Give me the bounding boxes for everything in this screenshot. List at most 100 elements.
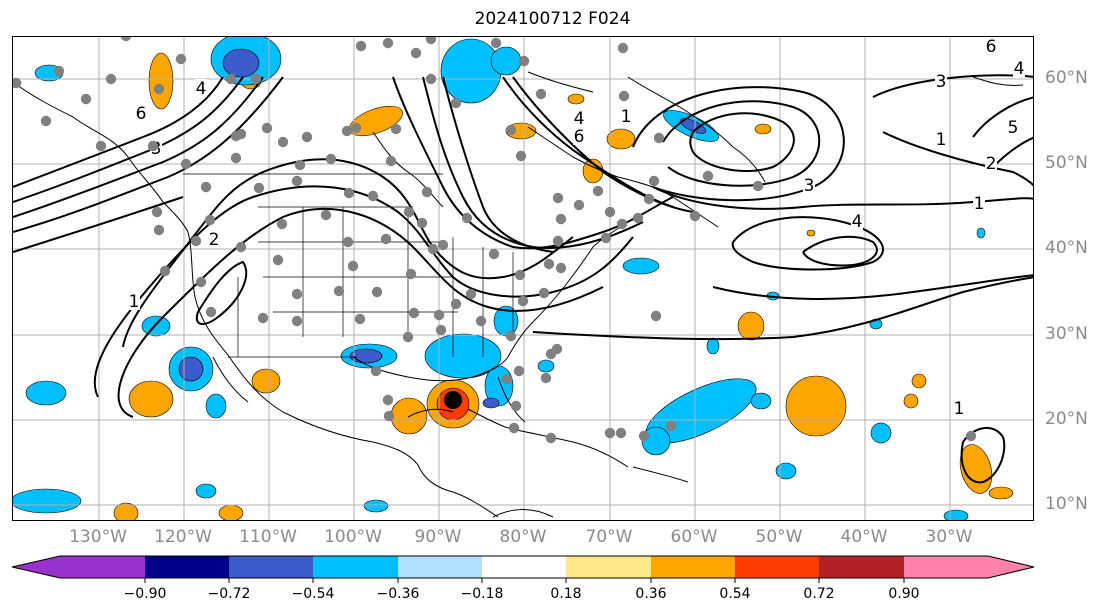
map-canvas: 4631234112543143166 xyxy=(13,37,1033,520)
colorbar-swatch xyxy=(904,556,988,578)
significance-dot xyxy=(465,288,477,300)
significance-dot xyxy=(752,180,764,192)
coastline xyxy=(212,356,249,403)
significance-dot xyxy=(40,115,52,127)
colorbar-tick-label: −0.54 xyxy=(291,586,335,602)
significance-dot xyxy=(200,181,212,193)
contour-label: 1 xyxy=(954,399,965,419)
significance-dot xyxy=(513,365,525,377)
significance-dot xyxy=(403,206,415,218)
positive-anomaly-area xyxy=(148,52,174,110)
colorbar-swatch xyxy=(482,556,566,578)
coastline xyxy=(732,146,766,183)
coastline xyxy=(13,81,189,233)
colorbar-tick-label: 0.90 xyxy=(888,586,920,602)
contour-label: 2 xyxy=(209,230,220,250)
significance-dot xyxy=(390,123,402,135)
colorbar-tick-label: 0.36 xyxy=(635,586,667,602)
significance-dot xyxy=(450,298,462,310)
lat-tick-label: 60°N xyxy=(1045,68,1088,88)
negative-anomaly-area xyxy=(750,392,772,410)
contour-line xyxy=(122,158,574,348)
significance-dot xyxy=(410,47,422,59)
significance-dot xyxy=(545,432,557,444)
significance-dot xyxy=(643,193,655,205)
significance-dot xyxy=(190,235,202,247)
significance-dot xyxy=(230,152,242,164)
colorbar-tick-label: 0.72 xyxy=(803,586,835,602)
negative-anomaly-area xyxy=(440,38,502,104)
colorbar-swatch xyxy=(988,556,1034,578)
significance-dot xyxy=(421,186,433,198)
contour-label: 4 xyxy=(574,109,585,129)
negative-anomaly-area xyxy=(13,488,82,514)
contour-line xyxy=(992,136,1033,168)
significance-dot xyxy=(702,170,714,182)
contour-label-bg xyxy=(985,37,997,55)
positive-anomaly-area xyxy=(903,393,919,409)
coastline xyxy=(532,221,629,323)
contour-label: 6 xyxy=(986,37,997,57)
significance-dot xyxy=(385,155,397,167)
significance-dot xyxy=(153,83,165,95)
significance-dot xyxy=(341,125,353,137)
colorbar-swatch xyxy=(651,556,735,578)
contour-label-bg xyxy=(851,212,863,230)
lat-tick-label: 30°N xyxy=(1045,324,1088,344)
contour-label: 1 xyxy=(621,107,632,127)
significance-dot xyxy=(461,212,473,224)
significance-dot xyxy=(573,199,585,211)
negative-anomaly-area xyxy=(706,337,720,355)
significance-dot xyxy=(250,73,262,85)
significance-dot xyxy=(616,218,628,230)
contour-label-bg xyxy=(573,127,585,145)
significance-dot xyxy=(540,372,552,384)
significance-dot xyxy=(355,40,367,52)
significance-dot xyxy=(555,262,567,274)
significance-dot xyxy=(105,73,117,85)
contour-line xyxy=(960,427,1006,484)
significance-dot xyxy=(600,232,612,244)
negative-anomaly-area xyxy=(25,380,67,406)
significance-dot xyxy=(501,373,513,385)
strong-negative-anomaly-area xyxy=(349,348,383,364)
coastline xyxy=(352,321,534,382)
contour-line xyxy=(532,276,1033,341)
contour-line xyxy=(712,274,1033,300)
strong-negative-anomaly-area xyxy=(178,356,204,382)
negative-anomaly-area xyxy=(537,359,555,373)
significance-dot xyxy=(225,73,237,85)
coastline xyxy=(372,441,499,518)
significance-dot xyxy=(618,90,630,102)
lon-tick-label: 70°W xyxy=(585,527,633,547)
contour-line xyxy=(512,76,694,213)
significance-dot xyxy=(257,312,269,324)
negative-anomaly-area xyxy=(141,315,171,337)
strong-negative-anomaly-area xyxy=(222,48,260,78)
lon-tick-label: 130°W xyxy=(69,527,127,547)
positive-anomaly-area xyxy=(113,502,139,520)
significance-dot xyxy=(551,343,563,355)
significance-dot xyxy=(653,132,665,144)
negative-anomaly-area xyxy=(870,422,892,444)
negative-anomaly-area xyxy=(363,499,389,513)
significance-dot xyxy=(380,233,392,245)
contour-line xyxy=(662,100,821,187)
contour-label-bg xyxy=(135,104,147,122)
coastline xyxy=(627,76,734,148)
contour-label-bg xyxy=(1013,59,1025,77)
contour-label-bg xyxy=(573,109,585,127)
contour-line xyxy=(632,86,845,202)
colorbar-swatch xyxy=(566,556,651,578)
lon-tick-label: 60°W xyxy=(670,527,718,547)
significance-dot xyxy=(552,235,564,247)
negative-anomaly-area xyxy=(775,462,797,480)
significance-dot xyxy=(665,420,677,432)
positive-anomaly-area xyxy=(754,123,772,135)
significance-dot xyxy=(488,248,500,260)
coastline xyxy=(972,76,1024,86)
significance-dot xyxy=(367,190,379,202)
negative-anomaly-area xyxy=(490,46,522,76)
colorbar-swatch xyxy=(313,556,398,578)
coastline xyxy=(492,509,554,518)
